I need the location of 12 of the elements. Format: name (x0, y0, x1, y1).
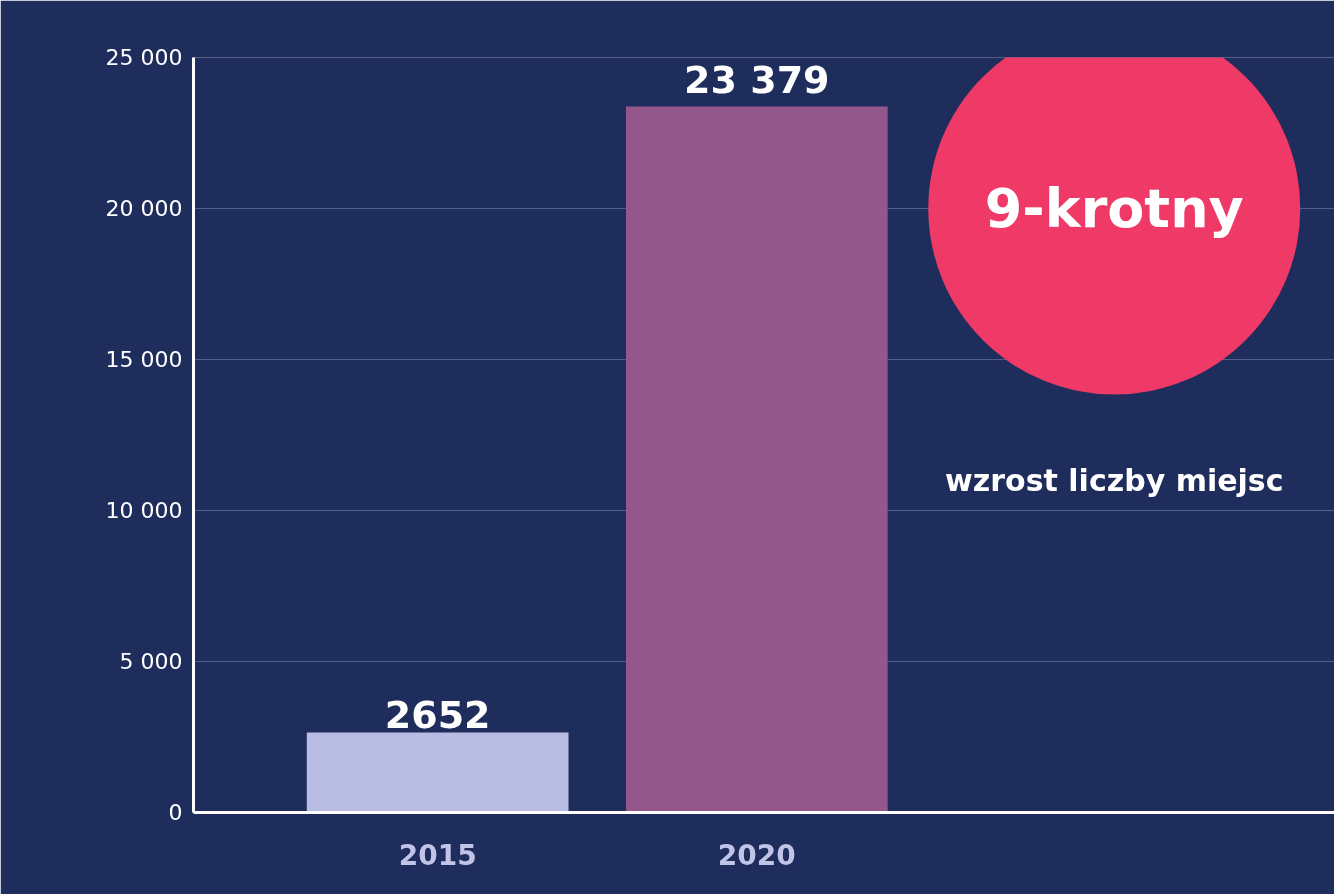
text: wzrost liczby miejsc (945, 462, 1284, 498)
data-label: 2652 (384, 693, 491, 738)
x-tick-label: 2015 (398, 838, 477, 872)
y-tick-label: 5 000 (119, 649, 183, 674)
x-tick-label: 2020 (717, 838, 796, 872)
y-tick-label: 25 000 (105, 45, 183, 70)
data-label: 23 379 (684, 58, 830, 103)
y-tick-label: 10 000 (105, 498, 183, 523)
text: 9-krotny (984, 177, 1244, 240)
y-tick-label: 20 000 (105, 196, 183, 221)
y-tick-label: 15 000 (105, 347, 183, 372)
y-tick-label: 0 (168, 800, 183, 825)
